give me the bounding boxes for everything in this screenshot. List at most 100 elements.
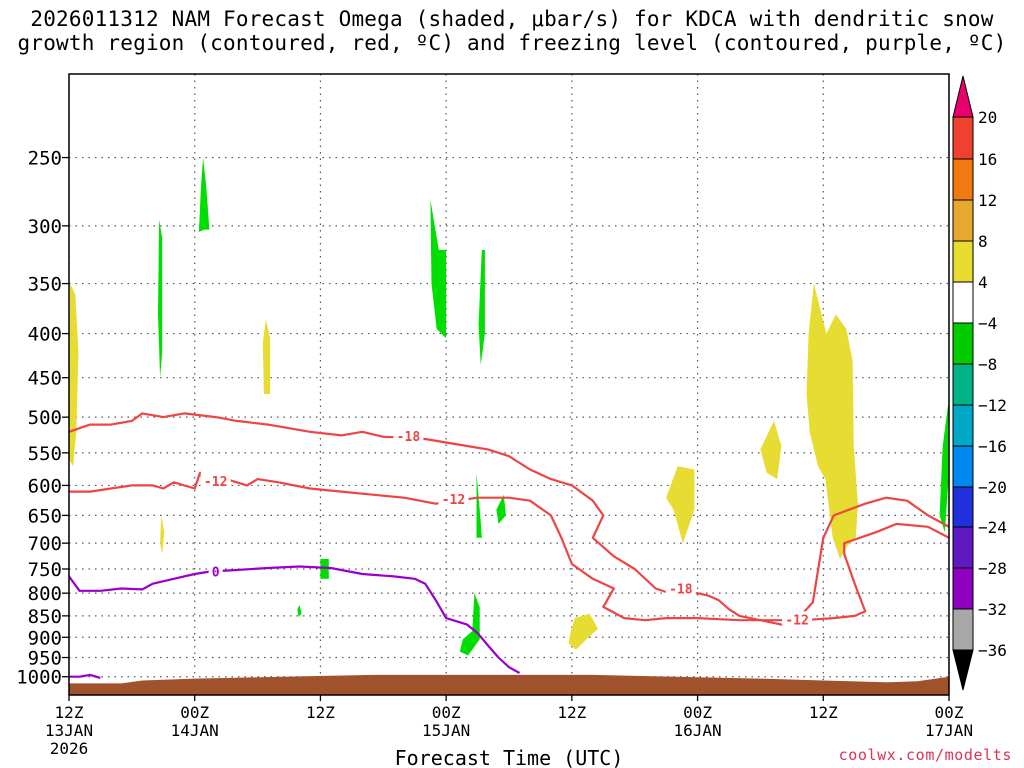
plot-frame bbox=[68, 73, 950, 696]
colorbar-segment-6 bbox=[952, 363, 974, 406]
y-tick-label-850: 850 bbox=[28, 606, 62, 628]
y-tick-label-750: 750 bbox=[28, 559, 62, 581]
omega-region-15 bbox=[806, 283, 858, 559]
x-tick-label-h36-0: 00Z bbox=[432, 703, 461, 722]
colorbar-top-arrow bbox=[952, 75, 974, 118]
omega-region-1 bbox=[158, 219, 163, 378]
freezing-level-label: 0 bbox=[212, 565, 220, 580]
x-tick-label-h0-2: 2026 bbox=[50, 739, 89, 758]
y-tick-label-700: 700 bbox=[28, 533, 62, 555]
y-tick-label-550: 550 bbox=[28, 443, 62, 465]
colorbar-label-0: 20 bbox=[978, 108, 997, 127]
omega-region-9 bbox=[459, 593, 480, 656]
x-tick-label-h36-1: 15JAN bbox=[422, 721, 470, 740]
omega-region-10 bbox=[69, 283, 79, 467]
contour-labels: -18 -12 -12 -18 -12 0 bbox=[200, 428, 813, 628]
y-tick-label-1000: 1000 bbox=[16, 667, 62, 689]
y-tick-label-900: 900 bbox=[28, 627, 62, 649]
omega-region-4 bbox=[939, 397, 949, 533]
x-tick-label-h0-0: 12Z bbox=[55, 703, 84, 722]
isotherm-label-2-bg bbox=[438, 490, 469, 507]
colorbar-label-10: −24 bbox=[978, 518, 1007, 537]
isotherm-line-1 bbox=[69, 471, 949, 622]
y-tick-label-650: 650 bbox=[28, 505, 62, 527]
contour-layer bbox=[69, 412, 949, 679]
colorbar-segment-5 bbox=[952, 322, 974, 365]
freezing-level-line bbox=[69, 565, 521, 674]
isotherm-label-4-bg bbox=[782, 611, 813, 628]
colorbar-label-1: 16 bbox=[978, 150, 997, 169]
y-tick-label-600: 600 bbox=[28, 475, 62, 497]
colorbar-segment-7 bbox=[952, 404, 974, 447]
colorbar-label-11: −28 bbox=[978, 559, 1007, 578]
x-tick-label-h84-1: 17JAN bbox=[925, 721, 973, 740]
x-tick-label-h60-1: 16JAN bbox=[673, 721, 721, 740]
freezing-level-label-bg bbox=[208, 563, 223, 580]
x-tick-label-h12-0: 00Z bbox=[180, 703, 209, 722]
colorbar-label-2: 12 bbox=[978, 191, 997, 210]
omega-region-5 bbox=[476, 472, 482, 538]
x-tick-label-h48-0: 12Z bbox=[557, 703, 586, 722]
omega-region-6 bbox=[496, 494, 506, 524]
x-tick-label-h0-1: 13JAN bbox=[45, 721, 93, 740]
colorbar-segment-11 bbox=[952, 567, 974, 610]
chart-title-line-1: 2026011312 NAM Forecast Omega (shaded, μ… bbox=[30, 7, 994, 31]
x-tick-label-h24-0: 12Z bbox=[306, 703, 335, 722]
plot-area bbox=[69, 74, 949, 695]
colorbar-segment-8 bbox=[952, 445, 974, 488]
colorbar-segment-12 bbox=[952, 608, 974, 651]
freezing-level-fragment bbox=[69, 673, 101, 679]
isotherm-label-1-bg bbox=[200, 473, 231, 490]
terrain-layer bbox=[69, 674, 949, 695]
x-tick-label-h84-0: 00Z bbox=[935, 703, 964, 722]
colorbar-segment-3 bbox=[952, 240, 974, 283]
isotherm-label-0: -18 bbox=[397, 430, 421, 445]
isotherm-label-4: -12 bbox=[785, 613, 808, 628]
y-tick-label-500: 500 bbox=[28, 407, 62, 429]
colorbar-label-6: −8 bbox=[978, 355, 997, 374]
omega-region-2 bbox=[430, 200, 447, 339]
colorbar-label-5: −4 bbox=[978, 314, 997, 333]
omega-region-12 bbox=[160, 515, 165, 554]
isotherm-line-0 bbox=[69, 412, 949, 626]
y-tick-label-350: 350 bbox=[28, 274, 62, 296]
omega-region-14 bbox=[666, 466, 695, 544]
isotherm-label-2: -12 bbox=[442, 493, 465, 508]
y-tick-label-800: 800 bbox=[28, 583, 62, 605]
omega-colorbar: 20 16 12 8 4 −4 −8 −12 −16 −20 −24 −28 −32 −36 bbox=[952, 75, 1007, 691]
omega-region-7 bbox=[320, 558, 329, 579]
omega-shading-layer bbox=[69, 157, 949, 656]
site-credit: coolwx.com/modelts bbox=[838, 746, 1012, 764]
colorbar-label-13: −36 bbox=[978, 641, 1007, 660]
pressure-axis: 2503003504004505005506006507007508008509… bbox=[16, 148, 69, 689]
omega-region-3 bbox=[478, 250, 485, 365]
omega-region-11 bbox=[262, 319, 271, 394]
isotherm-label-0-bg bbox=[393, 428, 424, 445]
isotherm-label-3-bg bbox=[665, 580, 696, 597]
omega-region-13 bbox=[760, 420, 782, 480]
colorbar-label-9: −20 bbox=[978, 478, 1007, 497]
colorbar-label-12: −32 bbox=[978, 600, 1007, 619]
isotherm-label-1: -12 bbox=[204, 475, 227, 490]
colorbar-segment-4 bbox=[952, 281, 974, 324]
colorbar-segment-10 bbox=[952, 526, 974, 569]
y-tick-label-450: 450 bbox=[28, 368, 62, 390]
colorbar-segment-1 bbox=[952, 158, 974, 201]
omega-region-16 bbox=[568, 613, 598, 650]
x-tick-label-h12-1: 14JAN bbox=[171, 721, 219, 740]
colorbar-label-8: −16 bbox=[978, 437, 1007, 456]
y-tick-label-400: 400 bbox=[28, 324, 62, 346]
colorbar-segment-2 bbox=[952, 199, 974, 242]
colorbar-label-7: −12 bbox=[978, 396, 1007, 415]
omega-region-0 bbox=[198, 157, 210, 232]
terrain-fill bbox=[69, 674, 949, 695]
y-tick-label-950: 950 bbox=[28, 648, 62, 670]
colorbar-label-3: 8 bbox=[978, 232, 988, 251]
colorbar-segment-0 bbox=[952, 116, 974, 160]
colorbar-segment-9 bbox=[952, 486, 974, 528]
y-tick-label-250: 250 bbox=[28, 148, 62, 170]
colorbar-label-4: 4 bbox=[978, 273, 988, 292]
x-axis-label: Forecast Time (UTC) bbox=[395, 746, 624, 768]
